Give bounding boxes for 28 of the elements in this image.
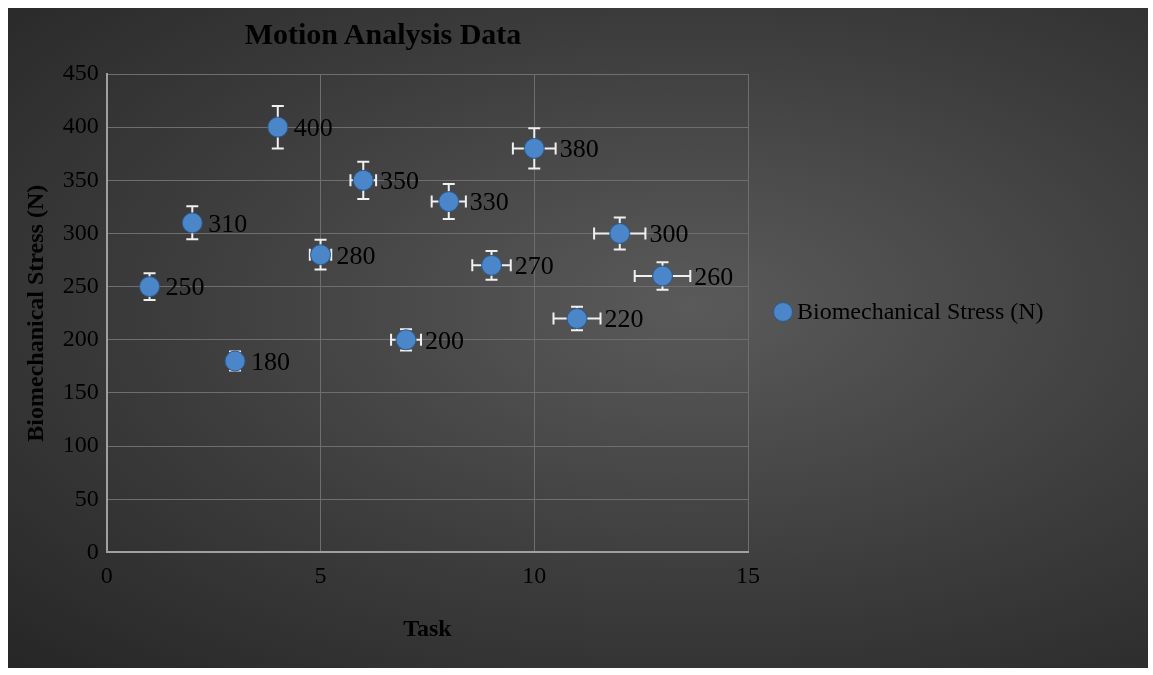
x-tick-label: 5 — [314, 562, 327, 589]
data-label: 250 — [165, 272, 205, 302]
x-tick-label: 15 — [736, 562, 760, 589]
point — [481, 254, 503, 276]
data-label: 270 — [514, 251, 554, 281]
data-label: 300 — [649, 219, 689, 249]
point — [438, 191, 460, 213]
point — [609, 222, 631, 244]
y-tick-label: 200 — [62, 325, 99, 352]
data-label: 330 — [469, 187, 509, 217]
data-label: 280 — [336, 240, 376, 270]
y-tick-label: 250 — [62, 271, 99, 298]
data-label: 220 — [604, 304, 644, 334]
y-tick-label: 150 — [62, 378, 99, 405]
data-label: 310 — [208, 208, 248, 238]
data-label: 350 — [380, 166, 420, 196]
data-label: 260 — [694, 261, 734, 291]
x-tick-label: 10 — [522, 562, 547, 589]
chart-title: Motion Analysis Data — [244, 16, 522, 50]
data-label: 180 — [251, 346, 291, 376]
point — [267, 116, 289, 138]
data-label: 400 — [293, 112, 333, 142]
point — [523, 137, 545, 159]
point — [181, 212, 203, 234]
y-tick-label: 300 — [62, 218, 99, 245]
data-label: 380 — [559, 134, 599, 164]
legend-label: Biomechanical Stress (N) — [797, 298, 1044, 325]
data-label: 200 — [424, 325, 464, 355]
